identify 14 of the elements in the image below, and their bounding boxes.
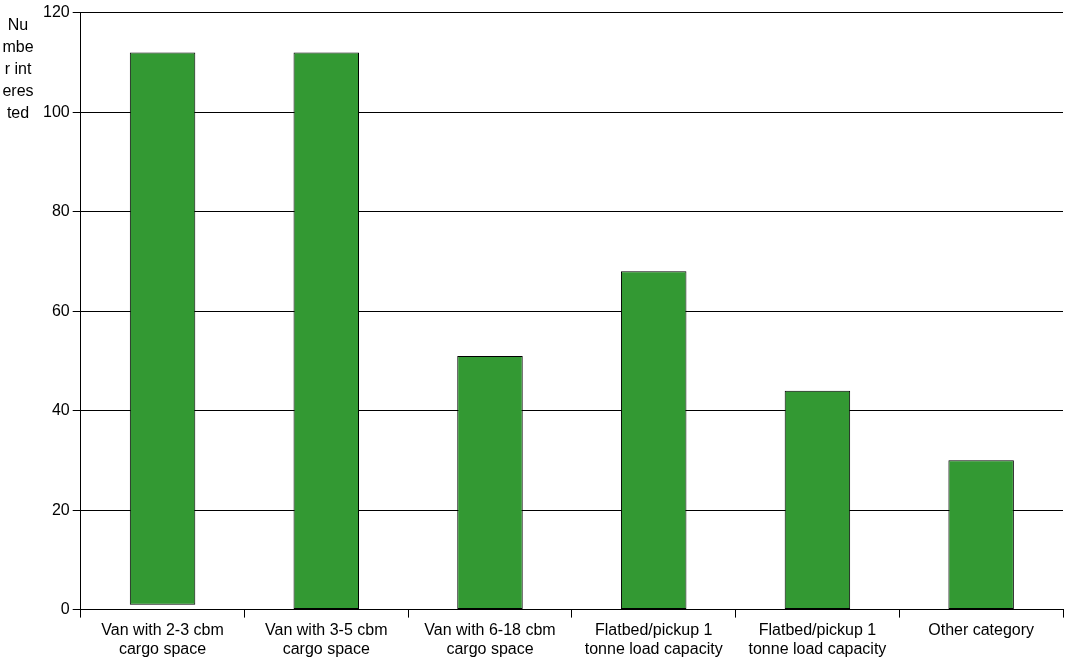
- y-tick-label: 60: [51, 301, 70, 319]
- y-tick-label: 40: [51, 401, 70, 419]
- x-tick-label: Van with 2-3 cbm cargo space: [101, 620, 224, 657]
- x-tick-label: Van with 3-5 cbm cargo space: [265, 620, 388, 657]
- y-tick-label: 120: [42, 3, 70, 21]
- x-tick-label: Van with 6-18 cbm cargo space: [424, 620, 556, 657]
- x-tick-label: Flatbed/pickup 1 tonne load capacity: [748, 620, 887, 657]
- x-tick-label: Other category: [928, 620, 1035, 638]
- y-tick-label: 100: [42, 102, 70, 120]
- y-axis-title: Number interested: [2, 15, 34, 123]
- x-tick-label: Flatbed/pickup 1 tonne load capacity: [584, 620, 723, 657]
- y-tick-label: 80: [51, 202, 70, 220]
- y-tick-label: 20: [51, 500, 70, 518]
- y-tick-label: 0: [60, 600, 70, 618]
